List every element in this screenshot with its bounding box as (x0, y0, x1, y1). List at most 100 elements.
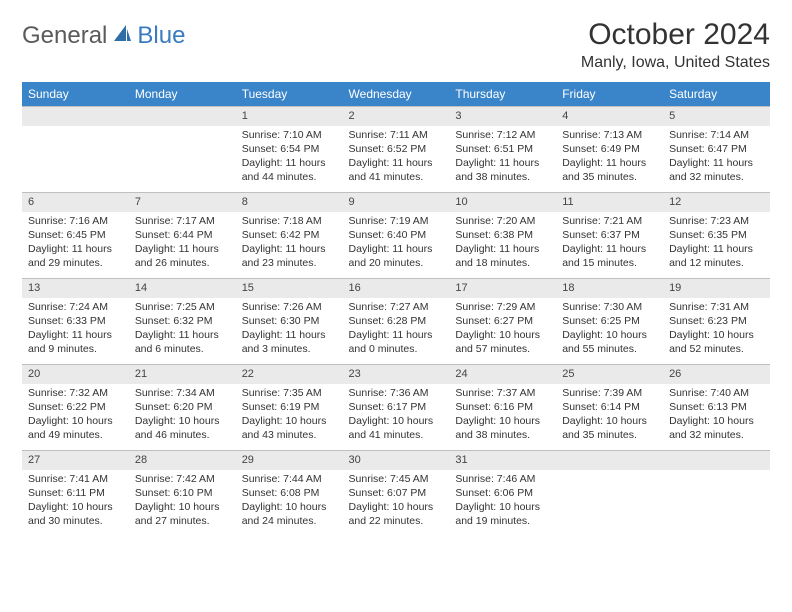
sunset-text: Sunset: 6:20 PM (135, 400, 230, 414)
sunset-text: Sunset: 6:25 PM (562, 314, 657, 328)
daylight-text: Daylight: 10 hours and 19 minutes. (455, 500, 550, 528)
day-number: 22 (236, 364, 343, 384)
sunrise-text: Sunrise: 7:30 AM (562, 300, 657, 314)
day-body: Sunrise: 7:37 AMSunset: 6:16 PMDaylight:… (449, 384, 556, 447)
day-body: Sunrise: 7:44 AMSunset: 6:08 PMDaylight:… (236, 470, 343, 533)
location: Manly, Iowa, United States (581, 54, 770, 72)
calendar-body: 1Sunrise: 7:10 AMSunset: 6:54 PMDaylight… (22, 106, 770, 536)
day-body: Sunrise: 7:20 AMSunset: 6:38 PMDaylight:… (449, 212, 556, 275)
calendar-cell: 5Sunrise: 7:14 AMSunset: 6:47 PMDaylight… (663, 106, 770, 192)
sunrise-text: Sunrise: 7:20 AM (455, 214, 550, 228)
day-body: Sunrise: 7:30 AMSunset: 6:25 PMDaylight:… (556, 298, 663, 361)
calendar-week: 1Sunrise: 7:10 AMSunset: 6:54 PMDaylight… (22, 106, 770, 192)
sunrise-text: Sunrise: 7:17 AM (135, 214, 230, 228)
calendar-cell: 2Sunrise: 7:11 AMSunset: 6:52 PMDaylight… (343, 106, 450, 192)
day-number: 12 (663, 192, 770, 212)
day-number: 17 (449, 278, 556, 298)
sunset-text: Sunset: 6:11 PM (28, 486, 123, 500)
day-body: Sunrise: 7:25 AMSunset: 6:32 PMDaylight:… (129, 298, 236, 361)
day-body: Sunrise: 7:35 AMSunset: 6:19 PMDaylight:… (236, 384, 343, 447)
sunset-text: Sunset: 6:27 PM (455, 314, 550, 328)
sunset-text: Sunset: 6:49 PM (562, 142, 657, 156)
calendar-week: 13Sunrise: 7:24 AMSunset: 6:33 PMDayligh… (22, 278, 770, 364)
day-number: 2 (343, 106, 450, 126)
sunrise-text: Sunrise: 7:39 AM (562, 386, 657, 400)
day-header: Monday (129, 82, 236, 106)
sunset-text: Sunset: 6:07 PM (349, 486, 444, 500)
sunset-text: Sunset: 6:14 PM (562, 400, 657, 414)
sunset-text: Sunset: 6:28 PM (349, 314, 444, 328)
daylight-text: Daylight: 10 hours and 57 minutes. (455, 328, 550, 356)
sunrise-text: Sunrise: 7:40 AM (669, 386, 764, 400)
sunrise-text: Sunrise: 7:46 AM (455, 472, 550, 486)
sunset-text: Sunset: 6:06 PM (455, 486, 550, 500)
sunrise-text: Sunrise: 7:41 AM (28, 472, 123, 486)
day-number: 13 (22, 278, 129, 298)
sunrise-text: Sunrise: 7:18 AM (242, 214, 337, 228)
sunset-text: Sunset: 6:10 PM (135, 486, 230, 500)
sunset-text: Sunset: 6:47 PM (669, 142, 764, 156)
calendar-cell: 4Sunrise: 7:13 AMSunset: 6:49 PMDaylight… (556, 106, 663, 192)
day-header: Thursday (449, 82, 556, 106)
day-header: Saturday (663, 82, 770, 106)
calendar-cell (556, 450, 663, 536)
calendar-cell (129, 106, 236, 192)
sunrise-text: Sunrise: 7:26 AM (242, 300, 337, 314)
day-header: Sunday (22, 82, 129, 106)
day-number: 7 (129, 192, 236, 212)
daylight-text: Daylight: 10 hours and 24 minutes. (242, 500, 337, 528)
day-number: 23 (343, 364, 450, 384)
calendar-cell (22, 106, 129, 192)
day-body: Sunrise: 7:45 AMSunset: 6:07 PMDaylight:… (343, 470, 450, 533)
title-block: October 2024 Manly, Iowa, United States (581, 18, 770, 72)
day-body: Sunrise: 7:31 AMSunset: 6:23 PMDaylight:… (663, 298, 770, 361)
day-number-row (663, 450, 770, 470)
day-header: Tuesday (236, 82, 343, 106)
calendar-cell: 6Sunrise: 7:16 AMSunset: 6:45 PMDaylight… (22, 192, 129, 278)
sunset-text: Sunset: 6:44 PM (135, 228, 230, 242)
day-body: Sunrise: 7:41 AMSunset: 6:11 PMDaylight:… (22, 470, 129, 533)
day-body: Sunrise: 7:46 AMSunset: 6:06 PMDaylight:… (449, 470, 556, 533)
calendar-cell: 29Sunrise: 7:44 AMSunset: 6:08 PMDayligh… (236, 450, 343, 536)
sunset-text: Sunset: 6:35 PM (669, 228, 764, 242)
month-title: October 2024 (581, 18, 770, 52)
sunrise-text: Sunrise: 7:35 AM (242, 386, 337, 400)
day-body: Sunrise: 7:12 AMSunset: 6:51 PMDaylight:… (449, 126, 556, 189)
daylight-text: Daylight: 11 hours and 0 minutes. (349, 328, 444, 356)
calendar-cell: 31Sunrise: 7:46 AMSunset: 6:06 PMDayligh… (449, 450, 556, 536)
calendar-cell: 30Sunrise: 7:45 AMSunset: 6:07 PMDayligh… (343, 450, 450, 536)
daylight-text: Daylight: 11 hours and 20 minutes. (349, 242, 444, 270)
sunrise-text: Sunrise: 7:23 AM (669, 214, 764, 228)
sunset-text: Sunset: 6:32 PM (135, 314, 230, 328)
day-body: Sunrise: 7:23 AMSunset: 6:35 PMDaylight:… (663, 212, 770, 275)
day-number: 5 (663, 106, 770, 126)
day-number: 26 (663, 364, 770, 384)
sunset-text: Sunset: 6:42 PM (242, 228, 337, 242)
day-number: 25 (556, 364, 663, 384)
sunset-text: Sunset: 6:37 PM (562, 228, 657, 242)
day-number: 30 (343, 450, 450, 470)
calendar-week: 27Sunrise: 7:41 AMSunset: 6:11 PMDayligh… (22, 450, 770, 536)
day-body: Sunrise: 7:26 AMSunset: 6:30 PMDaylight:… (236, 298, 343, 361)
calendar-cell: 25Sunrise: 7:39 AMSunset: 6:14 PMDayligh… (556, 364, 663, 450)
day-body: Sunrise: 7:19 AMSunset: 6:40 PMDaylight:… (343, 212, 450, 275)
day-number: 9 (343, 192, 450, 212)
header: General Blue October 2024 Manly, Iowa, U… (22, 18, 770, 72)
sunset-text: Sunset: 6:23 PM (669, 314, 764, 328)
day-header-row: SundayMondayTuesdayWednesdayThursdayFrid… (22, 82, 770, 106)
sunset-text: Sunset: 6:13 PM (669, 400, 764, 414)
day-body: Sunrise: 7:21 AMSunset: 6:37 PMDaylight:… (556, 212, 663, 275)
sunrise-text: Sunrise: 7:29 AM (455, 300, 550, 314)
calendar-cell: 20Sunrise: 7:32 AMSunset: 6:22 PMDayligh… (22, 364, 129, 450)
daylight-text: Daylight: 10 hours and 46 minutes. (135, 414, 230, 442)
day-number: 10 (449, 192, 556, 212)
day-number: 11 (556, 192, 663, 212)
daylight-text: Daylight: 11 hours and 26 minutes. (135, 242, 230, 270)
day-number: 21 (129, 364, 236, 384)
day-header: Wednesday (343, 82, 450, 106)
sunrise-text: Sunrise: 7:42 AM (135, 472, 230, 486)
calendar-cell: 14Sunrise: 7:25 AMSunset: 6:32 PMDayligh… (129, 278, 236, 364)
day-number-row (556, 450, 663, 470)
daylight-text: Daylight: 10 hours and 43 minutes. (242, 414, 337, 442)
calendar-cell: 10Sunrise: 7:20 AMSunset: 6:38 PMDayligh… (449, 192, 556, 278)
